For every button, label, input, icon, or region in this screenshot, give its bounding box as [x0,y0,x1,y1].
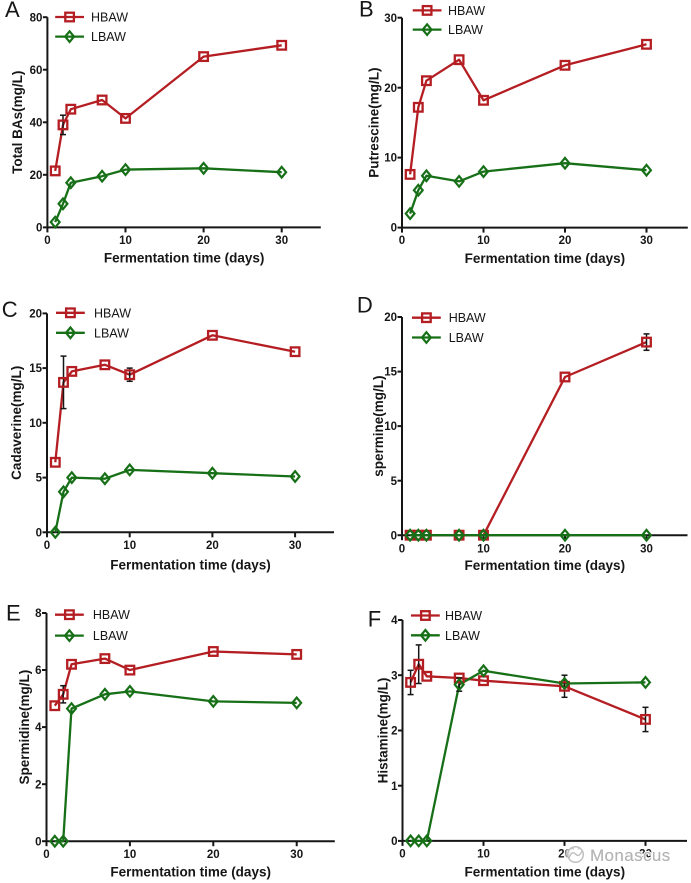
svg-text:HBAW: HBAW [94,306,131,320]
svg-text:10: 10 [384,153,397,165]
svg-text:HBAW: HBAW [93,608,130,622]
svg-text:20: 20 [197,235,210,247]
svg-text:HBAW: HBAW [448,4,485,18]
svg-text:Putrescine(mg/L): Putrescine(mg/L) [366,67,381,177]
svg-text:Fermentation time (days): Fermentation time (days) [104,251,265,266]
svg-text:Monascus: Monascus [590,846,671,865]
svg-text:Total BAs(mg/L): Total BAs(mg/L) [10,71,25,174]
svg-text:30: 30 [290,849,303,861]
svg-text:20: 20 [559,235,572,247]
svg-text:30: 30 [639,849,652,861]
svg-text:3: 3 [391,670,397,682]
svg-text:HBAW: HBAW [91,11,128,25]
svg-text:10: 10 [29,418,42,430]
svg-text:Fermentation time (days): Fermentation time (days) [465,558,626,573]
svg-text:Monascus: Monascus [590,846,671,865]
svg-text:F: F [368,606,381,631]
svg-text:20: 20 [384,312,397,324]
svg-text:15: 15 [384,367,397,379]
svg-text:10: 10 [124,849,137,861]
svg-text:0: 0 [44,540,50,552]
svg-text:Fermentation time (days): Fermentation time (days) [465,865,626,880]
svg-text:0: 0 [36,527,42,539]
svg-text:0: 0 [35,836,41,848]
svg-text:LBAW: LBAW [91,30,126,44]
svg-text:10: 10 [384,421,397,433]
svg-text:20: 20 [29,309,42,321]
svg-text:5: 5 [391,476,398,488]
svg-text:Fermentation time (days): Fermentation time (days) [110,557,271,572]
svg-text:5: 5 [36,473,43,485]
svg-text:0: 0 [391,223,397,235]
svg-text:LBAW: LBAW [94,326,129,340]
svg-text:0: 0 [391,530,397,542]
svg-text:Histamine(mg/L): Histamine(mg/L) [375,678,390,784]
svg-text:20: 20 [559,543,572,555]
svg-text:LBAW: LBAW [445,629,480,643]
svg-text:20: 20 [206,540,219,552]
svg-text:20: 20 [384,83,397,95]
svg-text:B: B [359,0,374,22]
svg-text:E: E [6,600,21,625]
svg-text:Spermidine(mg/L): Spermidine(mg/L) [17,670,32,785]
svg-text:30: 30 [289,540,302,552]
svg-text:30: 30 [640,543,653,555]
svg-text:30: 30 [275,235,288,247]
svg-text:0: 0 [399,849,405,861]
svg-text:20: 20 [30,170,43,182]
svg-text:Cadaverine(mg/L): Cadaverine(mg/L) [9,366,24,480]
svg-text:Fermentation time (days): Fermentation time (days) [465,251,626,266]
svg-text:2: 2 [35,779,41,791]
svg-text:HBAW: HBAW [445,609,482,623]
svg-text:80: 80 [30,12,43,24]
svg-text:10: 10 [119,235,132,247]
svg-text:spermine(mg/L): spermine(mg/L) [371,375,386,476]
svg-text:D: D [357,293,373,318]
svg-text:C: C [2,297,18,322]
svg-text:0: 0 [43,849,49,861]
svg-text:0: 0 [399,543,405,555]
svg-text:0: 0 [44,235,50,247]
svg-text:10: 10 [123,540,136,552]
svg-text:LBAW: LBAW [93,629,128,643]
svg-text:10: 10 [477,849,490,861]
svg-text:10: 10 [477,543,490,555]
svg-text:0: 0 [391,836,397,848]
svg-text:1: 1 [391,781,398,793]
svg-text:A: A [5,0,20,22]
svg-text:HBAW: HBAW [449,311,486,325]
svg-text:0: 0 [399,235,405,247]
svg-text:30: 30 [384,13,397,25]
svg-text:0: 0 [36,223,42,235]
svg-text:6: 6 [35,665,41,677]
svg-text:LBAW: LBAW [448,23,483,37]
svg-text:30: 30 [640,235,653,247]
svg-text:4: 4 [391,615,398,627]
svg-text:20: 20 [207,849,220,861]
svg-text:2: 2 [391,726,397,738]
svg-text:10: 10 [477,235,490,247]
svg-text:Fermentation time (days): Fermentation time (days) [110,864,271,879]
svg-text:15: 15 [29,363,42,375]
svg-text:LBAW: LBAW [449,331,484,345]
svg-text:60: 60 [30,65,43,77]
svg-text:4: 4 [35,722,42,734]
svg-text:8: 8 [35,608,42,620]
svg-text:40: 40 [30,117,43,129]
